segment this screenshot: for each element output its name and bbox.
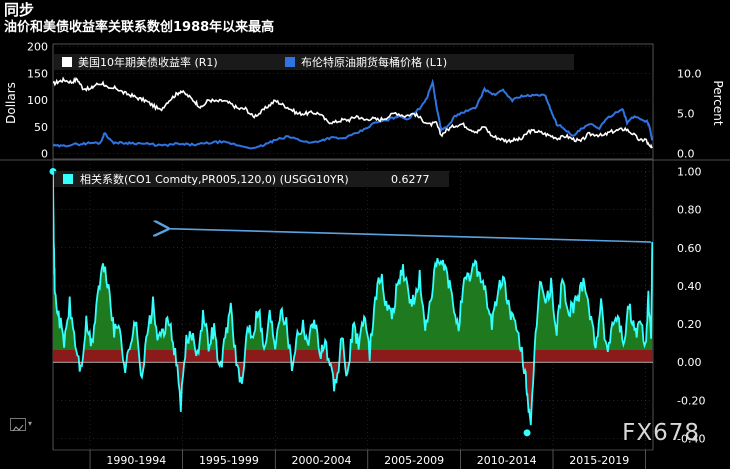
lower-right-ticks: 1.00 0.80 0.60 0.40 0.20 0.00 -0.20 -0.40 bbox=[677, 165, 705, 445]
upper-right-ticks: 10.0 5.0 0.0 bbox=[677, 67, 702, 160]
upper-grid bbox=[53, 46, 653, 154]
series-us10y-line bbox=[53, 76, 653, 149]
legend-brent-label: 布伦特原油期货每桶价格 (L1) bbox=[301, 55, 447, 69]
lower-tick-label: -0.40 bbox=[677, 433, 705, 446]
legend-corr-label: 相关系数(CO1 Comdty,PR005,120,0) (USGG10YR) bbox=[80, 172, 349, 186]
chart-subtitle: 油价和美债收益率关联系数创1988年以来最高 bbox=[4, 20, 275, 35]
series-corr-line bbox=[53, 171, 653, 426]
upper-plot-frame bbox=[52, 43, 654, 160]
lower-tick-label: 0.40 bbox=[677, 280, 702, 293]
x-tick-label: 1990-1994 bbox=[106, 454, 166, 467]
legend-brent-swatch bbox=[285, 57, 295, 67]
x-axis-ticks: 1990-1994 1995-1999 2000-2004 2005-2009 2010… bbox=[89, 450, 646, 469]
upper-right-tick-label: 10.0 bbox=[677, 67, 702, 80]
x-tick-label: 2010-2014 bbox=[477, 454, 537, 467]
upper-left-tick-label: 100 bbox=[27, 94, 48, 107]
x-tick-label: 2015-2019 bbox=[569, 454, 629, 467]
lower-tick-label: 1.00 bbox=[677, 165, 702, 178]
watermark-logo: FX678 bbox=[622, 420, 700, 446]
legend-corr-swatch bbox=[63, 174, 73, 184]
x-tick-label: 2000-2004 bbox=[292, 454, 352, 467]
upper-right-tick-label: 5.0 bbox=[677, 108, 695, 121]
upper-right-tick-label: 0.0 bbox=[677, 148, 695, 161]
chart-tools-icon[interactable] bbox=[10, 418, 26, 432]
upper-left-tick-label: 50 bbox=[34, 121, 48, 134]
upper-left-tick-label: 0 bbox=[41, 148, 48, 161]
upper-legend: 美国10年期美债收益率 (R1) 布伦特原油期货每桶价格 (L1) bbox=[54, 54, 574, 70]
series-corr-positive-fill bbox=[53, 171, 653, 350]
legend-us10y-swatch bbox=[62, 57, 72, 67]
lower-legend: 相关系数(CO1 Comdty,PR005,120,0) (USGG10YR) … bbox=[54, 171, 449, 187]
upper-left-tick-label: 200 bbox=[27, 41, 48, 54]
chart-title: 同步 bbox=[4, 1, 35, 19]
lower-tick-label: 0.60 bbox=[677, 242, 702, 255]
legend-corr-last-value: 0.6277 bbox=[391, 173, 430, 186]
series-brent-line bbox=[53, 78, 653, 150]
corr-trough-marker bbox=[523, 429, 531, 437]
lower-tick-label: 0.00 bbox=[677, 356, 702, 369]
lower-tick-label: 0.80 bbox=[677, 204, 702, 217]
x-tick-label: 2005-2009 bbox=[384, 454, 444, 467]
annotation-arrow bbox=[168, 229, 652, 243]
legend-us10y-label: 美国10年期美债收益率 (R1) bbox=[78, 55, 218, 69]
lower-tick-label: -0.20 bbox=[677, 394, 705, 407]
y-axis-label-left: Dollars bbox=[4, 82, 18, 124]
lower-tick-label: 0.20 bbox=[677, 318, 702, 331]
x-tick-label: 1995-1999 bbox=[199, 454, 259, 467]
y-axis-label-right: Percent bbox=[711, 80, 725, 125]
caret-down-icon[interactable]: ▾ bbox=[28, 419, 33, 428]
upper-left-ticks: 200 150 100 50 0 bbox=[27, 41, 48, 161]
upper-left-tick-label: 150 bbox=[27, 67, 48, 80]
